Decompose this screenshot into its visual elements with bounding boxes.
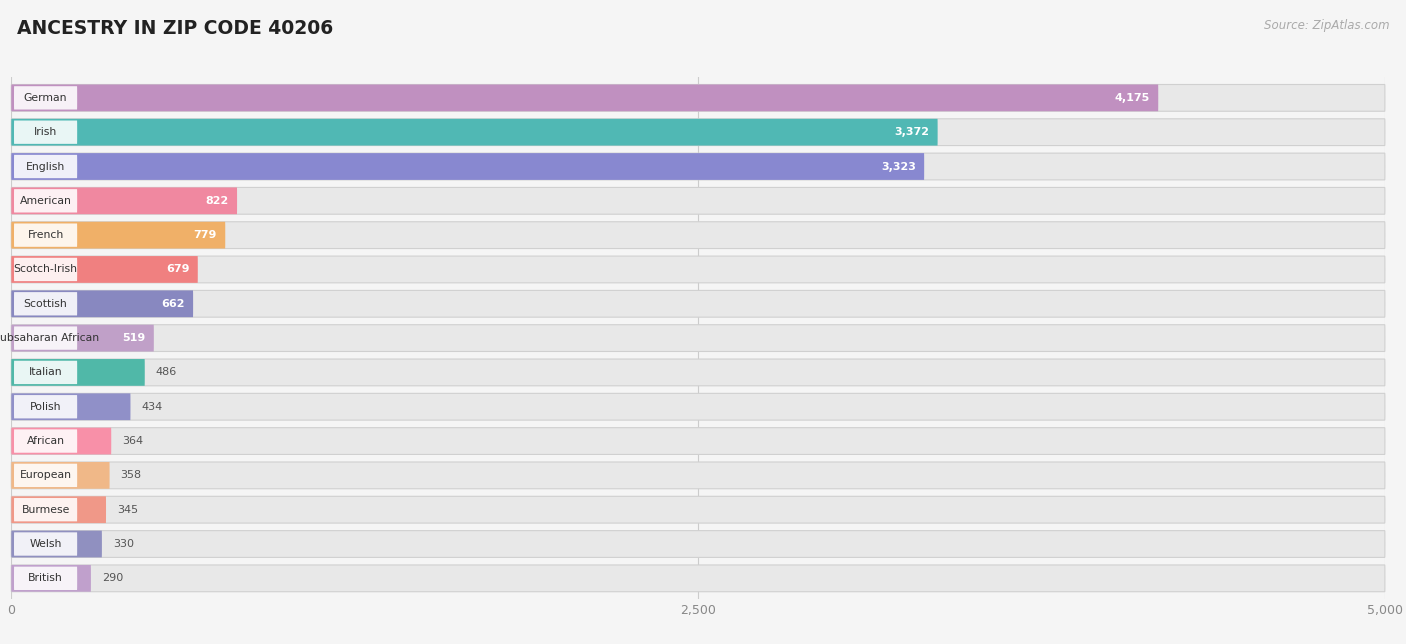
FancyBboxPatch shape <box>11 428 111 455</box>
FancyBboxPatch shape <box>11 187 1385 214</box>
FancyBboxPatch shape <box>11 462 110 489</box>
Text: 779: 779 <box>194 230 217 240</box>
FancyBboxPatch shape <box>14 498 77 522</box>
Text: 679: 679 <box>166 265 190 274</box>
Text: German: German <box>24 93 67 103</box>
Text: 3,323: 3,323 <box>882 162 915 171</box>
Text: ANCESTRY IN ZIP CODE 40206: ANCESTRY IN ZIP CODE 40206 <box>17 19 333 39</box>
FancyBboxPatch shape <box>14 464 77 487</box>
FancyBboxPatch shape <box>11 290 1385 317</box>
FancyBboxPatch shape <box>11 118 1385 146</box>
Text: Welsh: Welsh <box>30 539 62 549</box>
FancyBboxPatch shape <box>11 153 1385 180</box>
FancyBboxPatch shape <box>14 567 77 590</box>
FancyBboxPatch shape <box>11 393 131 420</box>
FancyBboxPatch shape <box>14 155 77 178</box>
FancyBboxPatch shape <box>11 359 145 386</box>
FancyBboxPatch shape <box>11 84 1159 111</box>
Text: 358: 358 <box>121 470 142 480</box>
FancyBboxPatch shape <box>11 393 1385 420</box>
Text: European: European <box>20 470 72 480</box>
FancyBboxPatch shape <box>14 395 77 419</box>
Text: Italian: Italian <box>28 368 62 377</box>
Text: 3,372: 3,372 <box>894 127 929 137</box>
FancyBboxPatch shape <box>14 86 77 109</box>
FancyBboxPatch shape <box>11 565 91 592</box>
FancyBboxPatch shape <box>11 256 1385 283</box>
Text: 330: 330 <box>112 539 134 549</box>
Text: Scotch-Irish: Scotch-Irish <box>14 265 77 274</box>
FancyBboxPatch shape <box>14 292 77 316</box>
FancyBboxPatch shape <box>14 361 77 384</box>
Text: 822: 822 <box>205 196 229 206</box>
FancyBboxPatch shape <box>11 462 1385 489</box>
Text: 662: 662 <box>162 299 184 308</box>
FancyBboxPatch shape <box>11 565 1385 592</box>
FancyBboxPatch shape <box>14 430 77 453</box>
FancyBboxPatch shape <box>11 428 1385 455</box>
FancyBboxPatch shape <box>11 497 105 523</box>
Text: 434: 434 <box>142 402 163 412</box>
FancyBboxPatch shape <box>11 153 924 180</box>
Text: Irish: Irish <box>34 127 58 137</box>
Text: 290: 290 <box>101 573 124 583</box>
Text: Subsaharan African: Subsaharan African <box>0 333 98 343</box>
FancyBboxPatch shape <box>14 258 77 281</box>
FancyBboxPatch shape <box>11 325 153 352</box>
FancyBboxPatch shape <box>14 327 77 350</box>
FancyBboxPatch shape <box>11 118 938 146</box>
Text: 4,175: 4,175 <box>1115 93 1150 103</box>
Text: Source: ZipAtlas.com: Source: ZipAtlas.com <box>1264 19 1389 32</box>
Text: 364: 364 <box>122 436 143 446</box>
Text: Scottish: Scottish <box>24 299 67 308</box>
FancyBboxPatch shape <box>11 359 1385 386</box>
Text: 519: 519 <box>122 333 146 343</box>
FancyBboxPatch shape <box>11 187 238 214</box>
FancyBboxPatch shape <box>11 325 1385 352</box>
Text: African: African <box>27 436 65 446</box>
FancyBboxPatch shape <box>11 531 101 558</box>
Text: American: American <box>20 196 72 206</box>
FancyBboxPatch shape <box>11 531 1385 558</box>
FancyBboxPatch shape <box>11 222 225 249</box>
FancyBboxPatch shape <box>11 256 198 283</box>
FancyBboxPatch shape <box>11 290 193 317</box>
FancyBboxPatch shape <box>11 497 1385 523</box>
Text: Burmese: Burmese <box>21 505 70 515</box>
FancyBboxPatch shape <box>14 533 77 556</box>
FancyBboxPatch shape <box>14 223 77 247</box>
FancyBboxPatch shape <box>14 189 77 213</box>
FancyBboxPatch shape <box>11 84 1385 111</box>
Text: British: British <box>28 573 63 583</box>
FancyBboxPatch shape <box>14 120 77 144</box>
Text: 345: 345 <box>117 505 138 515</box>
Text: 486: 486 <box>156 368 177 377</box>
FancyBboxPatch shape <box>11 222 1385 249</box>
Text: Polish: Polish <box>30 402 62 412</box>
Text: English: English <box>25 162 65 171</box>
Text: French: French <box>28 230 63 240</box>
